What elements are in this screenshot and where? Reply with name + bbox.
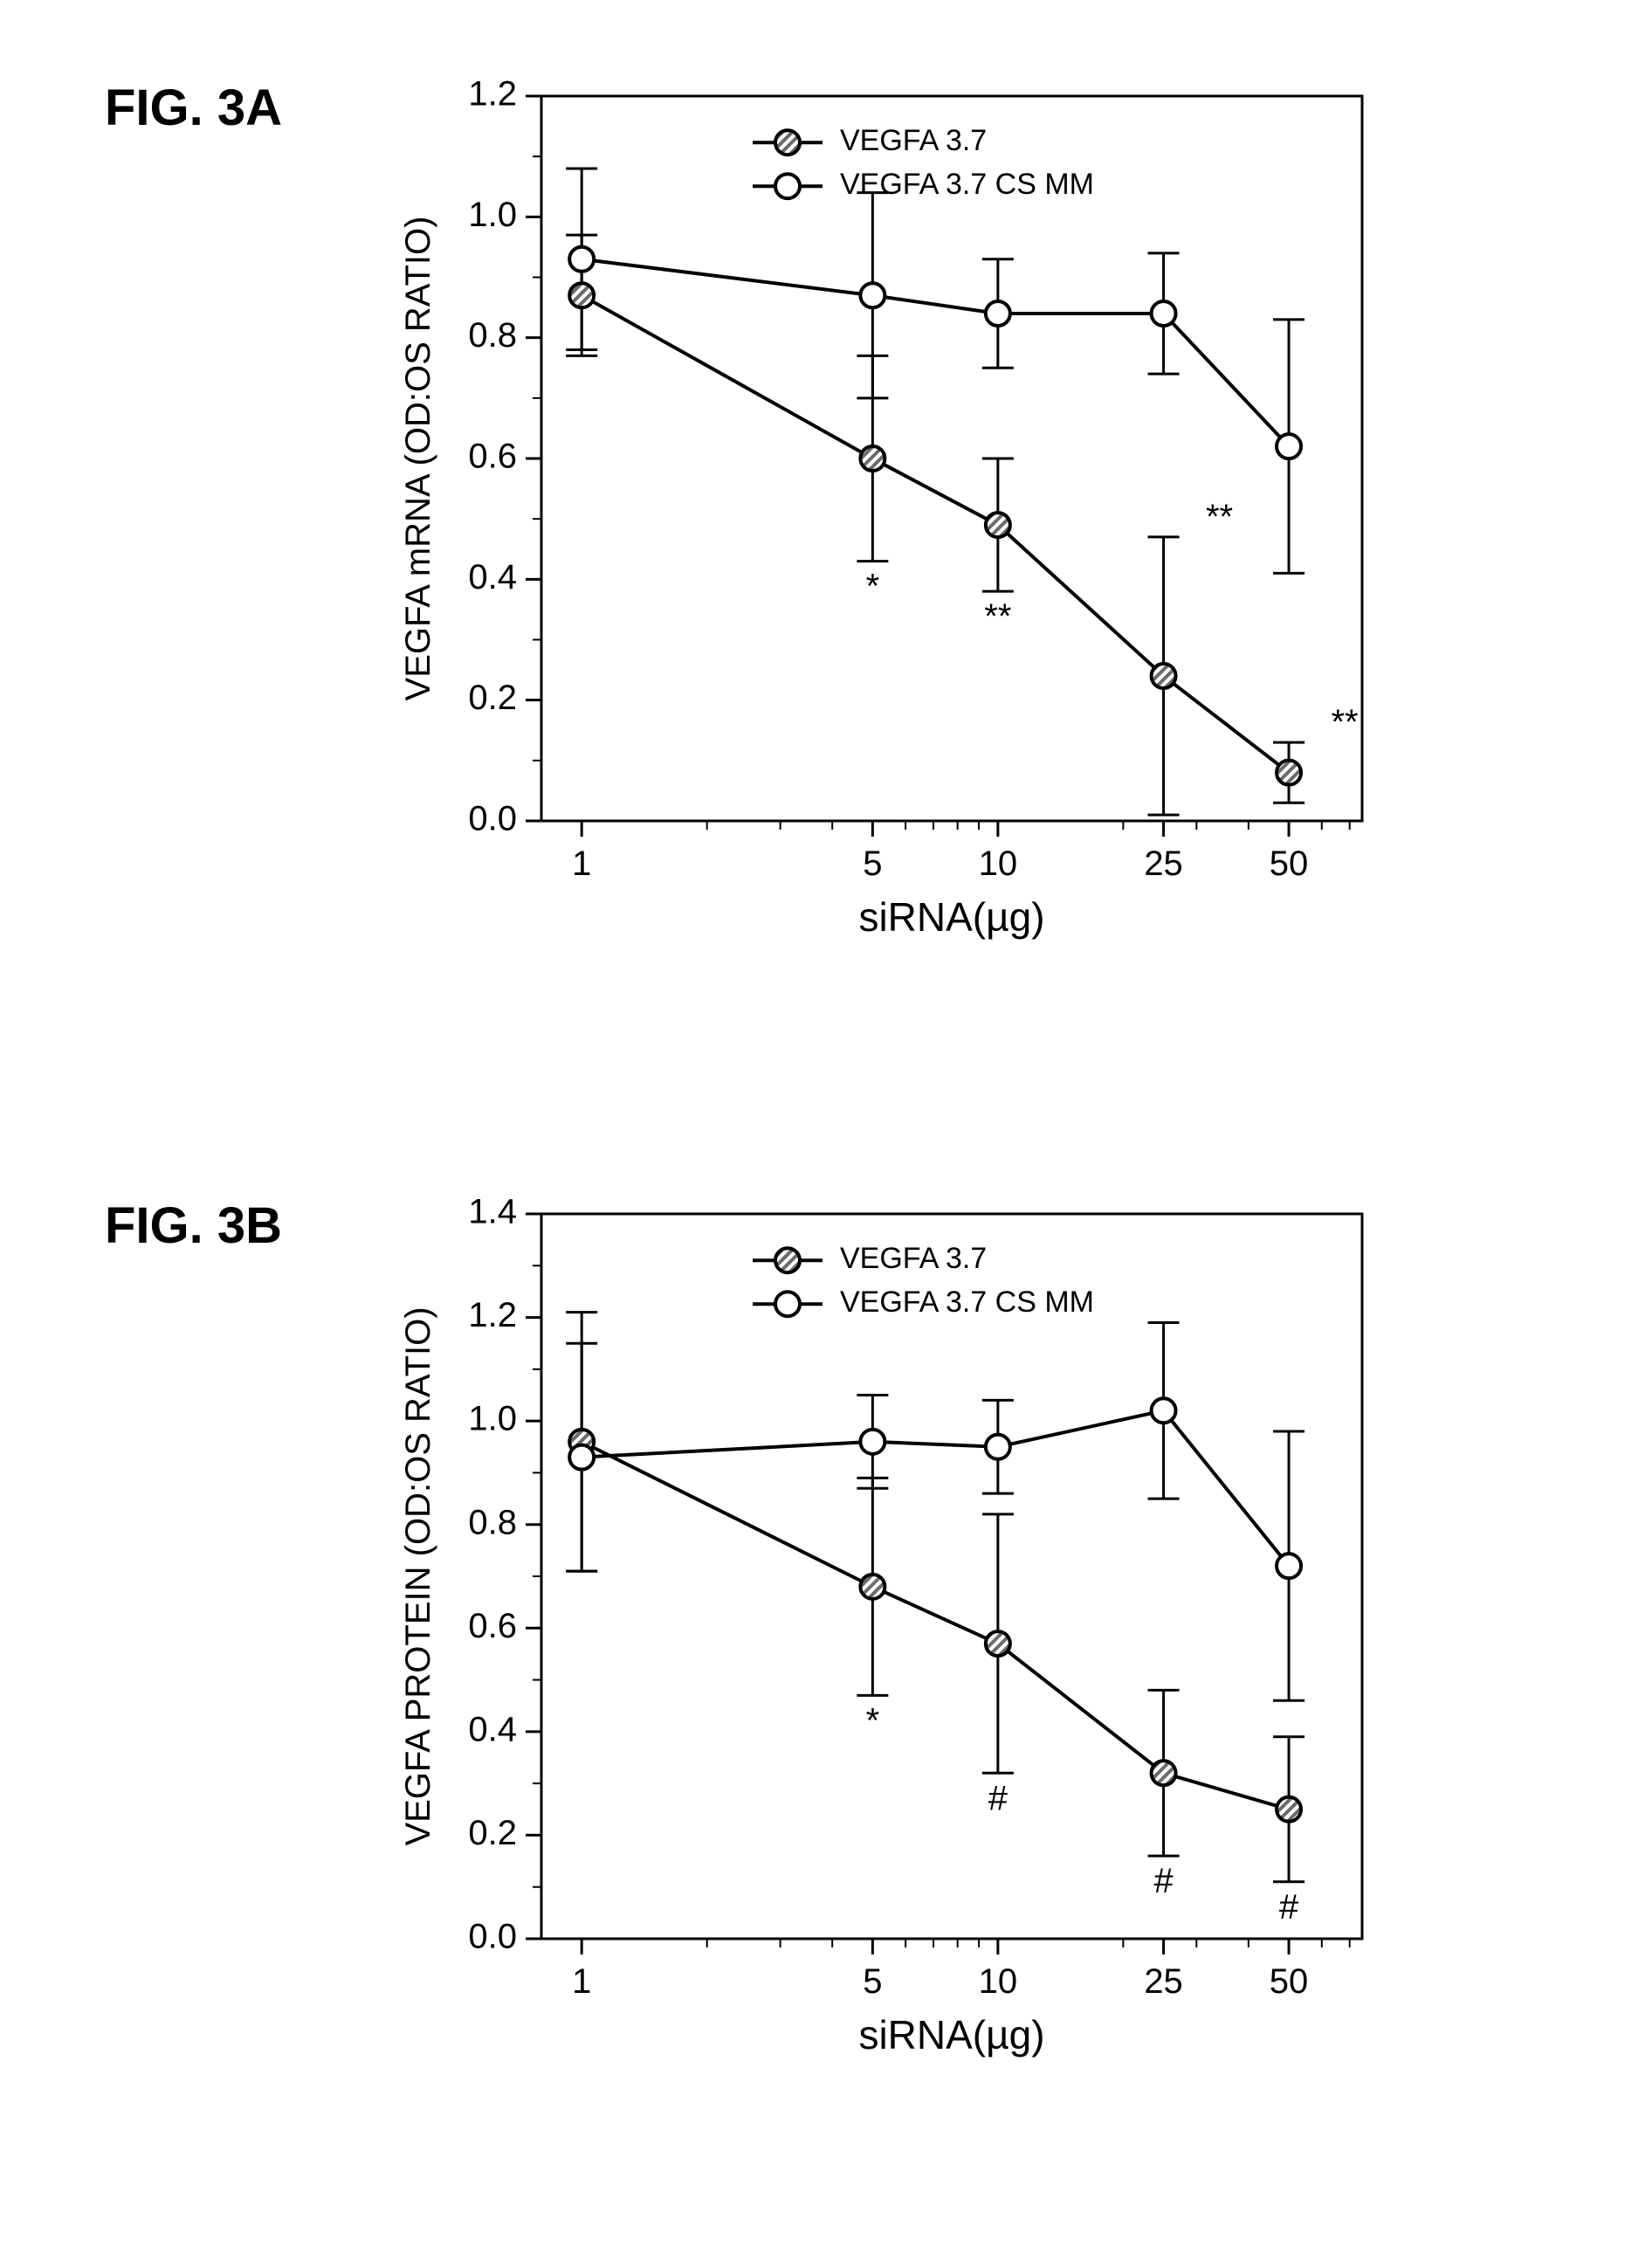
svg-text:0.4: 0.4 xyxy=(468,1710,517,1748)
svg-text:50: 50 xyxy=(1270,844,1309,883)
svg-text:25: 25 xyxy=(1144,844,1183,883)
svg-text:#: # xyxy=(1279,1888,1299,1927)
svg-text:1: 1 xyxy=(572,1962,591,2001)
svg-text:**: ** xyxy=(1331,703,1358,741)
svg-text:*: * xyxy=(866,568,880,606)
svg-text:5: 5 xyxy=(863,1962,882,2001)
svg-text:0.0: 0.0 xyxy=(468,800,517,838)
svg-text:VEGFA PROTEIN (OD:OS RATIO): VEGFA PROTEIN (OD:OS RATIO) xyxy=(399,1306,437,1845)
svg-text:siRNA(µg): siRNA(µg) xyxy=(858,894,1044,940)
chart-b-holder: 0.0 0.2 0.4 0.6 0.8 1.0 1.2 1.4 1 5 10 25 50 VEGFA PR… xyxy=(375,1170,1441,2100)
svg-text:VEGFA 3.7: VEGFA 3.7 xyxy=(840,1242,987,1275)
svg-text:0.6: 0.6 xyxy=(468,1607,517,1645)
svg-text:*: * xyxy=(866,1701,880,1740)
svg-text:10: 10 xyxy=(979,1962,1018,2001)
chart-a: 0.0 0.2 0.4 0.6 0.8 1.0 1.2 1 5 10 25 50 VEGFA mRNA … xyxy=(375,52,1441,978)
svg-text:1.4: 1.4 xyxy=(468,1193,517,1231)
svg-text:1.0: 1.0 xyxy=(468,196,517,234)
svg-text:#: # xyxy=(1153,1862,1174,1900)
svg-text:25: 25 xyxy=(1144,1962,1183,2001)
page: FIG. 3A 0.0 0.2 0.4 0.6 0.8 1.0 1.2 1 5 10 25 50 VEG… xyxy=(0,0,1652,2254)
svg-text:50: 50 xyxy=(1270,1962,1309,2001)
svg-text:0.6: 0.6 xyxy=(468,438,517,476)
svg-text:1.2: 1.2 xyxy=(468,75,517,114)
svg-text:VEGFA 3.7: VEGFA 3.7 xyxy=(840,124,987,157)
chart-a-holder: 0.0 0.2 0.4 0.6 0.8 1.0 1.2 1 5 10 25 50 VEGFA mRNA … xyxy=(375,52,1441,982)
svg-text:5: 5 xyxy=(863,844,882,883)
svg-text:VEGFA mRNA (OD:OS RATIO): VEGFA mRNA (OD:OS RATIO) xyxy=(399,217,437,701)
svg-text:0.8: 0.8 xyxy=(468,1503,517,1541)
svg-text:0.0: 0.0 xyxy=(468,1918,517,1956)
figure-label-a: FIG. 3A xyxy=(105,79,282,137)
figure-label-b: FIG. 3B xyxy=(105,1196,282,1255)
svg-text:**: ** xyxy=(984,597,1011,636)
svg-text:siRNA(µg): siRNA(µg) xyxy=(858,2012,1044,2058)
svg-text:0.4: 0.4 xyxy=(468,558,517,596)
svg-text:#: # xyxy=(988,1779,1008,1817)
svg-text:VEGFA 3.7 CS MM: VEGFA 3.7 CS MM xyxy=(840,168,1094,201)
svg-text:1: 1 xyxy=(572,844,591,883)
svg-text:1.0: 1.0 xyxy=(468,1400,517,1438)
svg-text:0.2: 0.2 xyxy=(468,1814,517,1852)
chart-b: 0.0 0.2 0.4 0.6 0.8 1.0 1.2 1.4 1 5 10 25 50 VEGFA PR… xyxy=(375,1170,1441,2096)
svg-text:0.8: 0.8 xyxy=(468,316,517,355)
svg-text:1.2: 1.2 xyxy=(468,1296,517,1334)
svg-text:10: 10 xyxy=(979,844,1018,883)
svg-text:VEGFA 3.7 CS MM: VEGFA 3.7 CS MM xyxy=(840,1286,1094,1319)
svg-text:0.2: 0.2 xyxy=(468,679,517,717)
svg-text:**: ** xyxy=(1206,498,1233,536)
